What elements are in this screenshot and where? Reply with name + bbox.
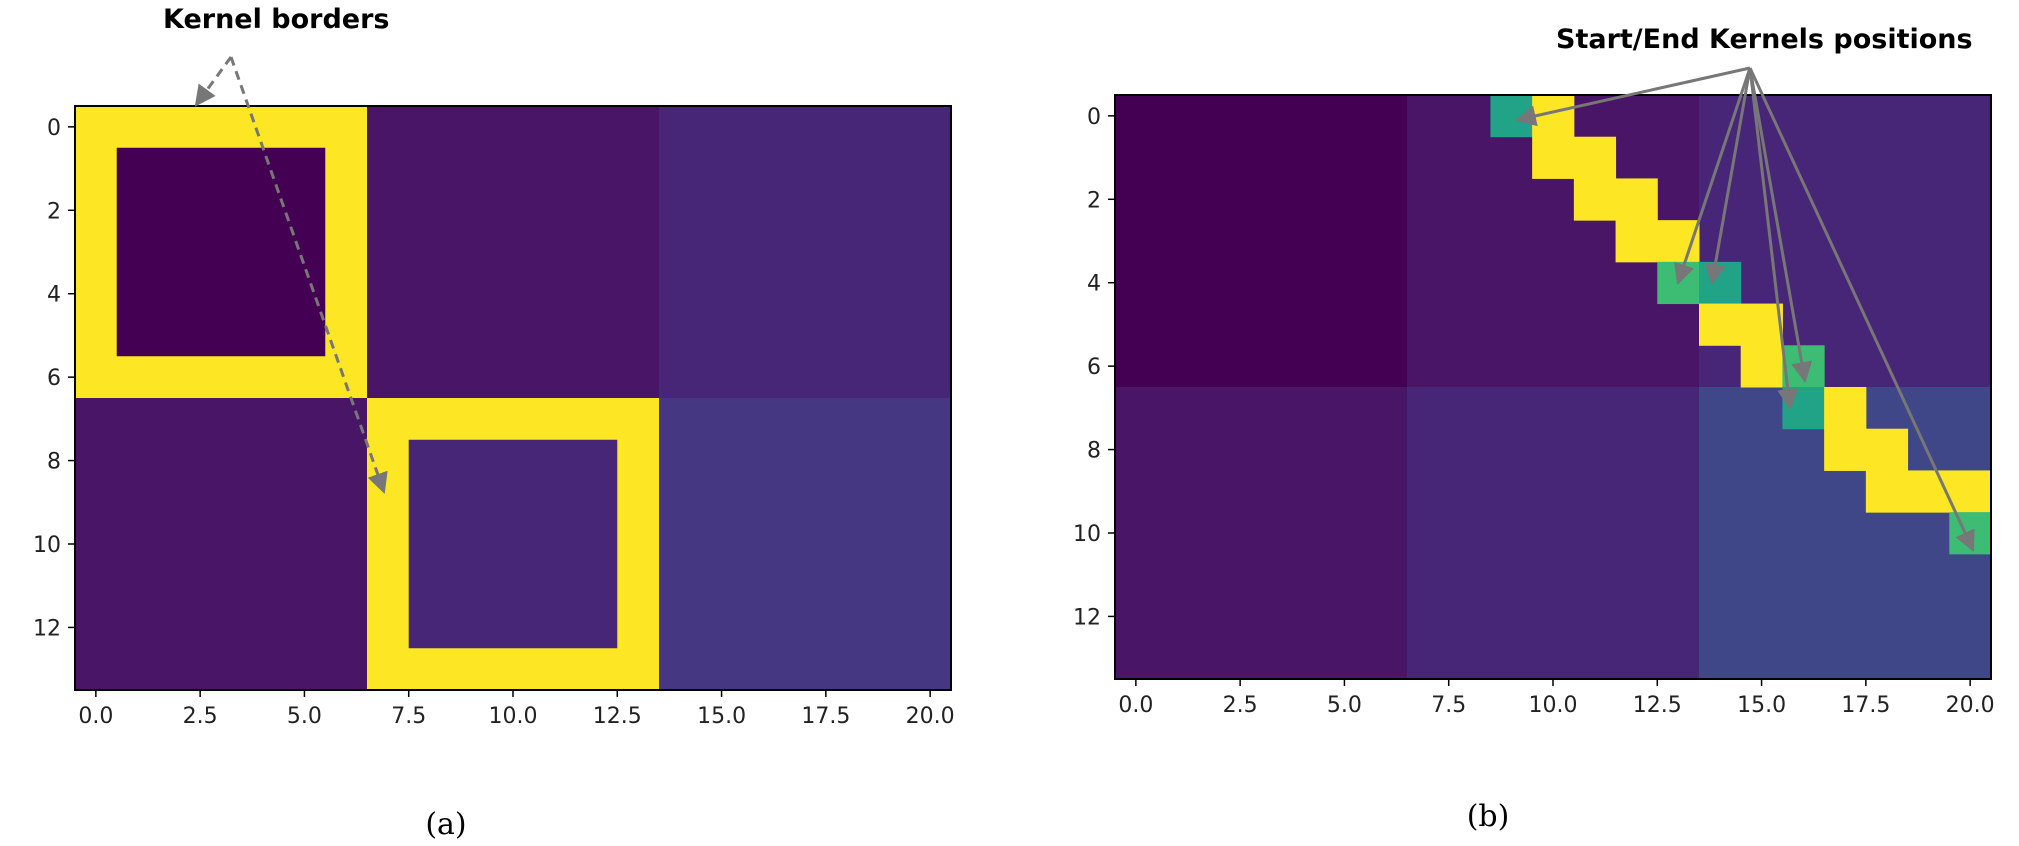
- heatmap-block: [1407, 387, 1699, 679]
- arrow-line: [229, 56, 388, 494]
- x-tick-label: 15.0: [1737, 693, 1786, 718]
- x-axis: 0.0 2.5 5.0 7.5 10.0 12.5 15.0 17.5 20.0: [1118, 679, 1995, 718]
- y-tick-label: 10: [33, 533, 61, 558]
- x-tick-label: 10.0: [1529, 693, 1578, 718]
- y-tick-label: 8: [1087, 439, 1101, 464]
- kernel-cell: [1865, 470, 1909, 513]
- y-tick-label: 12: [1073, 605, 1101, 630]
- heatmap-block: [1115, 387, 1407, 679]
- heatmap-block: [75, 398, 367, 690]
- arrow-line: [194, 56, 233, 107]
- annotation-arrows: [194, 56, 388, 494]
- x-tick-label: 17.5: [1841, 693, 1890, 718]
- x-tick-label: 7.5: [391, 704, 426, 729]
- kernel-cell: [1573, 136, 1617, 179]
- kernel-cell: [1865, 428, 1909, 471]
- x-tick-label: 15.0: [697, 704, 746, 729]
- heatmap-blocks: [75, 106, 951, 690]
- y-tick-label: 8: [47, 450, 61, 475]
- x-tick-label: 20.0: [906, 704, 955, 729]
- y-tick-label: 10: [1073, 522, 1101, 547]
- kernel-border: [75, 106, 367, 398]
- kernel-cell: [1615, 178, 1658, 221]
- x-tick-label: 12.5: [1633, 693, 1682, 718]
- x-tick-label: 0.0: [78, 704, 113, 729]
- y-tick-label: 12: [33, 616, 61, 641]
- kernel-cell: [1740, 345, 1783, 388]
- heatmap-block: [659, 106, 951, 398]
- annotation-kernel-borders: Kernel borders: [163, 4, 389, 35]
- heatmap-block: [1115, 95, 1407, 387]
- x-tick-label: 20.0: [1946, 693, 1995, 718]
- x-tick-label: 2.5: [1223, 693, 1258, 718]
- kernel-cell: [1532, 136, 1575, 179]
- kernel-cell: [1573, 178, 1617, 221]
- x-tick-label: 12.5: [593, 704, 642, 729]
- kernel-border: [367, 398, 659, 690]
- caption-b: (b): [1467, 799, 1510, 834]
- kernel-cell: [1949, 512, 1992, 555]
- arrow-line: [1748, 67, 1975, 552]
- kernel-cell: [1699, 303, 1742, 346]
- kernel-cell: [1824, 387, 1867, 430]
- y-axis: 0 2 4 6 8 10 12: [33, 116, 75, 641]
- heatmap-block: [367, 106, 659, 398]
- annotation-arrows: [1514, 66, 1975, 552]
- kernel-cell: [1824, 428, 1867, 471]
- x-tick-label: 17.5: [801, 704, 850, 729]
- y-tick-label: 4: [1087, 272, 1101, 297]
- kernel-cell: [1699, 261, 1742, 305]
- caption-a: (a): [425, 807, 466, 842]
- arrow-line: [1704, 67, 1752, 286]
- x-tick-label: 5.0: [287, 704, 322, 729]
- panel-b: 0.0 2.5 5.0 7.5 10.0 12.5 15.0 17.5 20.0 0 2 4 6 8 10…: [1073, 24, 1995, 834]
- arrow-line: [1748, 67, 1799, 411]
- panel-a: 0.0 2.5 5.0 7.5 10.0 12.5 15.0 17.5 20.0 0 2 4 6 8 10…: [33, 4, 955, 842]
- y-tick-label: 0: [1087, 105, 1101, 130]
- arrow-line: [1674, 67, 1752, 285]
- x-tick-label: 0.0: [1118, 693, 1153, 718]
- arrow-line: [1748, 67, 1813, 384]
- y-tick-label: 2: [1087, 188, 1101, 213]
- heatmap-block: [75, 106, 367, 398]
- kernel-cell: [1615, 220, 1658, 263]
- kernel-cell: [1907, 470, 1950, 513]
- x-tick-label: 7.5: [1431, 693, 1466, 718]
- kernel-cell: [1740, 303, 1783, 346]
- heatmap-block: [367, 398, 659, 690]
- x-tick-label: 5.0: [1327, 693, 1362, 718]
- y-tick-label: 0: [47, 116, 61, 141]
- x-tick-label: 10.0: [489, 704, 538, 729]
- kernel-cell: [1490, 95, 1533, 138]
- kernel-borders: [75, 106, 659, 690]
- heatmap-block: [659, 398, 951, 690]
- y-axis: 0 2 4 6 8 10 12: [1073, 105, 1115, 630]
- y-tick-label: 4: [47, 283, 61, 308]
- annotation-start-end-kernels: Start/End Kernels positions: [1556, 24, 1973, 55]
- x-axis: 0.0 2.5 5.0 7.5 10.0 12.5 15.0 17.5 20.0: [78, 690, 955, 729]
- x-tick-label: 2.5: [183, 704, 218, 729]
- kernel-cell: [1949, 470, 1992, 513]
- y-tick-label: 6: [47, 366, 61, 391]
- y-tick-label: 6: [1087, 355, 1101, 380]
- arrow-line: [1514, 66, 1751, 127]
- y-tick-label: 2: [47, 199, 61, 224]
